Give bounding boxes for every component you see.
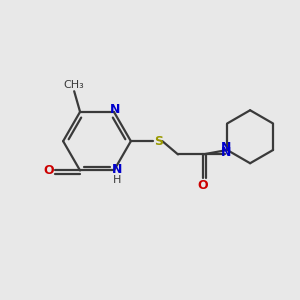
Text: N: N bbox=[220, 141, 231, 154]
Text: H: H bbox=[113, 175, 121, 185]
Text: N: N bbox=[112, 163, 122, 176]
Text: CH₃: CH₃ bbox=[64, 80, 85, 90]
Text: N: N bbox=[110, 103, 121, 116]
Text: O: O bbox=[198, 179, 208, 192]
Text: N: N bbox=[221, 146, 232, 159]
Text: O: O bbox=[43, 164, 54, 177]
Text: S: S bbox=[154, 135, 163, 148]
